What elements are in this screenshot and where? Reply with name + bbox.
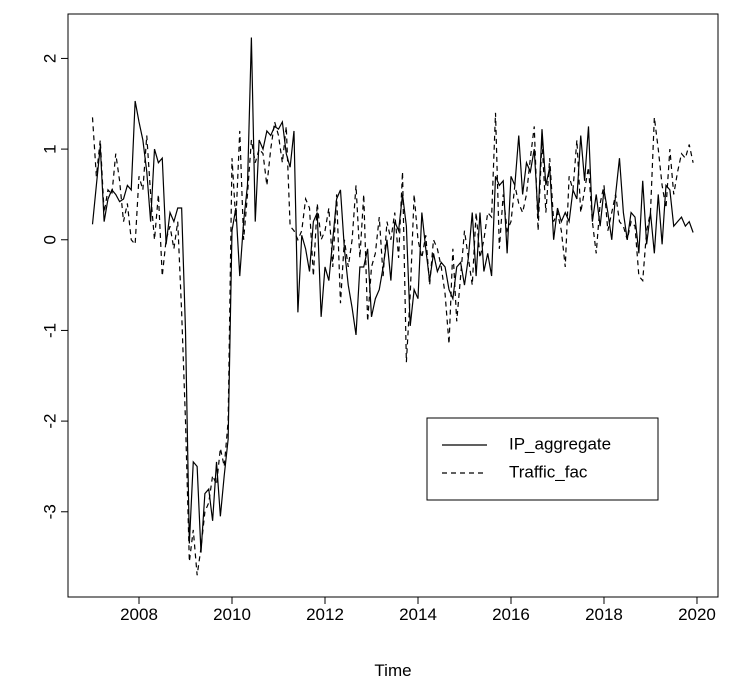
plot-box (67, 13, 719, 598)
x-tick-label: 2018 (585, 605, 623, 624)
y-tick-label: -2 (40, 414, 59, 429)
y-tick-label: 1 (40, 144, 59, 153)
legend-label: IP_aggregate (509, 434, 611, 453)
x-tick-label: 2016 (492, 605, 530, 624)
legend-box (426, 417, 659, 501)
legend-label: Traffic_fac (509, 462, 588, 481)
y-tick-label: -1 (40, 323, 59, 338)
x-axis-label: Time (374, 661, 411, 680)
x-tick-label: 2020 (678, 605, 716, 624)
y-tick-label: 2 (40, 54, 59, 63)
series-line (91, 37, 694, 553)
x-tick-label: 2014 (399, 605, 437, 624)
x-tick-label: 2012 (306, 605, 344, 624)
y-tick-label: -3 (40, 504, 59, 519)
y-tick-label: 0 (40, 235, 59, 244)
x-tick-label: 2008 (120, 605, 158, 624)
series-line (91, 112, 694, 576)
x-tick-label: 2010 (213, 605, 251, 624)
